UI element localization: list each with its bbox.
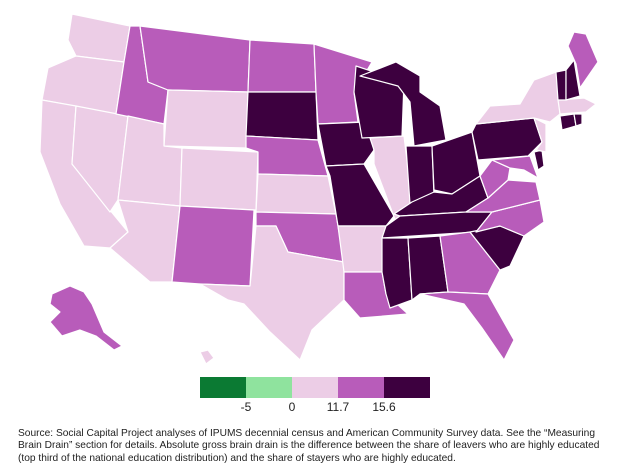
state-wv: [479, 159, 511, 199]
state-md: [491, 155, 539, 179]
map-legend: -5 0 11.7 15.6: [200, 377, 432, 417]
state-de: [533, 149, 545, 171]
state-mi: [359, 61, 447, 147]
state-co: [179, 147, 259, 211]
state-ny: [475, 71, 561, 125]
state-tx: [199, 225, 345, 361]
legend-tick-label: 15.6: [372, 400, 396, 414]
state-az: [109, 199, 181, 283]
state-ar: [337, 225, 389, 273]
us-brain-drain-map: [39, 13, 599, 365]
state-ia: [317, 121, 375, 167]
state-ne: [245, 135, 329, 177]
legend-swatch-lowest: [200, 377, 246, 398]
state-ms: [381, 237, 413, 309]
legend-swatch-middle: [292, 377, 338, 398]
state-mt: [139, 25, 251, 93]
legend-tick-label: 11.7: [326, 400, 350, 414]
state-me: [567, 31, 599, 89]
state-ga: [439, 231, 501, 295]
state-ks: [255, 173, 337, 215]
state-fl: [419, 291, 515, 361]
state-nm: [171, 205, 255, 287]
legend-swatch-highest: [384, 377, 430, 398]
state-sd: [245, 91, 319, 141]
state-ak: [49, 285, 123, 351]
state-vt: [555, 69, 567, 101]
state-pa: [471, 117, 543, 161]
legend-swatch-low: [246, 377, 292, 398]
state-ma: [557, 97, 597, 115]
legend-swatch-high: [338, 377, 384, 398]
state-ri: [573, 113, 583, 127]
state-nj: [533, 117, 547, 153]
state-hi: [199, 349, 215, 365]
legend-tick-label: -5: [240, 400, 252, 414]
source-note: Source: Social Capital Project analyses …: [18, 428, 600, 464]
state-nd: [247, 39, 317, 93]
state-ct: [559, 113, 577, 131]
state-nh: [565, 59, 581, 101]
legend-tick-label: 0: [288, 400, 296, 414]
state-wy: [163, 89, 249, 149]
state-wa: [67, 13, 131, 63]
